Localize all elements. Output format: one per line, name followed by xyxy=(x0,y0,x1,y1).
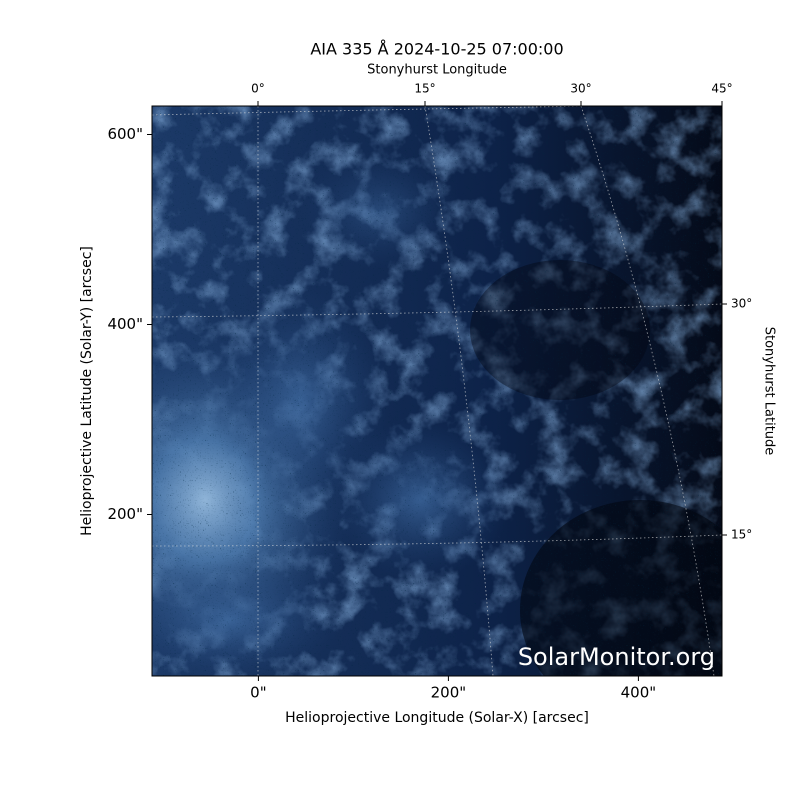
x-tick-label: 200" xyxy=(431,684,467,702)
x-axis-label: Helioprojective Longitude (Solar-X) [arc… xyxy=(285,710,589,726)
right-axis-label: Stonyhurst Latitude xyxy=(762,327,777,456)
x-tick-label: 400" xyxy=(621,684,657,702)
top-tick-label: 0° xyxy=(251,82,265,96)
watermark: SolarMonitor.org xyxy=(518,643,715,671)
top-tick-label: 45° xyxy=(711,82,732,96)
y-tick-label: 600" xyxy=(107,125,143,143)
top-axis-label: Stonyhurst Longitude xyxy=(367,63,507,78)
y-axis-label: Helioprojective Latitude (Solar-Y) [arcs… xyxy=(79,246,95,536)
top-tick-label: 30° xyxy=(570,82,591,96)
top-tick-label: 15° xyxy=(414,82,435,96)
y-tick-label: 400" xyxy=(107,315,143,333)
x-tick-label: 0" xyxy=(250,684,266,702)
right-tick-label: 30° xyxy=(731,297,752,311)
solar-image xyxy=(152,106,722,676)
plot-frame xyxy=(151,105,723,677)
right-tick-label: 15° xyxy=(731,528,752,542)
chart-title: AIA 335 Å 2024-10-25 07:00:00 xyxy=(310,40,563,59)
y-tick-label: 200" xyxy=(107,505,143,523)
